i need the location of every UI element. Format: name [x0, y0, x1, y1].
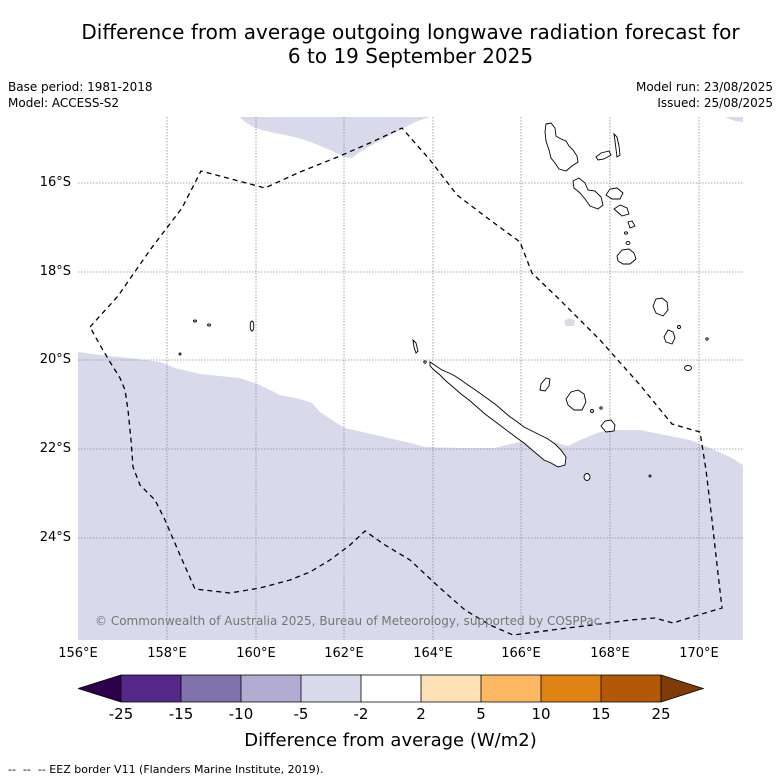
- colorbar-tick: -10: [228, 705, 254, 723]
- island-ambrym: [605, 187, 624, 200]
- island-chesterfield-b: [207, 323, 211, 327]
- island-malekula: [572, 177, 604, 210]
- lon-label: 164°E: [413, 646, 453, 661]
- graticule: [78, 117, 743, 640]
- lat-label: 24°S: [39, 530, 71, 545]
- island-small-shepherd: [627, 220, 636, 229]
- lon-label: 170°E: [679, 646, 719, 661]
- anomaly-region-north: [240, 117, 430, 158]
- island-ambae: [595, 150, 612, 161]
- colorbar: [78, 674, 704, 703]
- base-period-text: Base period: 1981-2018: [8, 80, 153, 94]
- colorbar-bin: [301, 675, 361, 702]
- colorbar-bin: [601, 675, 661, 702]
- island-ouvea: [539, 377, 551, 392]
- island-islet-a: [624, 231, 628, 235]
- copyright-text: © Commonwealth of Australia 2025, Bureau…: [95, 614, 601, 628]
- island-belep: [412, 338, 419, 354]
- island-walpole: [583, 473, 591, 481]
- colorbar-bin: [241, 675, 301, 702]
- colorbar-tick: 10: [531, 705, 551, 723]
- island-tanna: [663, 329, 676, 345]
- island-grande-terre: [429, 361, 567, 468]
- colorbar-outline: [78, 674, 704, 703]
- island-erromango: [652, 297, 669, 317]
- map-panel: [78, 117, 743, 640]
- island-islet-c: [423, 360, 427, 364]
- colorbar-under-triangle: [78, 675, 121, 702]
- colorbar-tick: 2: [416, 705, 426, 723]
- colorbar-tick: -25: [108, 705, 134, 723]
- anomaly-region-south: [78, 352, 743, 640]
- island-islet-e: [599, 406, 603, 410]
- island-chesterfield-c: [249, 320, 255, 332]
- map-title-line1: Difference from average outgoing longwav…: [81, 20, 740, 44]
- island-epi: [613, 204, 630, 217]
- island-chesterfield-d: [178, 352, 182, 356]
- island-chesterfield-a: [193, 319, 197, 323]
- colorbar-tick: -5: [293, 705, 309, 723]
- colorbar-tick: 5: [476, 705, 486, 723]
- colorbar-tick: 15: [591, 705, 611, 723]
- colorbar-over-triangle: [661, 675, 703, 702]
- colorbar-bin: [421, 675, 481, 702]
- island-aneityum: [684, 365, 692, 371]
- colorbar-label: Difference from average (W/m2): [244, 730, 537, 751]
- colorbar-bin: [541, 675, 601, 702]
- lat-label: 22°S: [39, 441, 71, 456]
- colorbar-bin: [481, 675, 541, 702]
- colorbar-bin: [181, 675, 241, 702]
- eez-border: [89, 127, 723, 636]
- lon-label: 156°E: [58, 646, 98, 661]
- island-mare: [600, 419, 616, 433]
- eez-legend-note: -- -- -- EEZ border V11 (Flanders Marine…: [8, 763, 324, 776]
- island-maewo: [613, 132, 621, 158]
- issued-text: Issued: 25/08/2025: [657, 96, 773, 110]
- island-islet-d: [648, 474, 652, 478]
- lon-label: 168°E: [590, 646, 630, 661]
- lat-label: 18°S: [39, 264, 71, 279]
- lat-label: 16°S: [39, 175, 71, 190]
- lon-label: 166°E: [501, 646, 541, 661]
- map-title-line2: 6 to 19 September 2025: [287, 44, 534, 68]
- lon-label: 162°E: [324, 646, 364, 661]
- island-efate: [616, 248, 637, 265]
- colorbar-dividers: [120, 675, 662, 702]
- lon-label: 160°E: [236, 646, 276, 661]
- island-espiritu-santo: [544, 122, 579, 172]
- colorbar-tick: 25: [651, 705, 671, 723]
- colorbar-tick: -2: [353, 705, 369, 723]
- anomaly-patch-small: [564, 318, 575, 326]
- colorbar-bin: [121, 675, 181, 702]
- anomaly-shading: [78, 117, 743, 640]
- island-tiga: [590, 409, 594, 413]
- colorbar-bin: [361, 675, 421, 702]
- anomaly-region-northeast-sliver: [725, 117, 743, 122]
- model-run-text: Model run: 23/08/2025: [635, 80, 773, 94]
- island-aniwa: [677, 325, 681, 329]
- island-futuna: [705, 337, 709, 341]
- island-lifou: [565, 389, 587, 411]
- model-text: Model: ACCESS-S2: [8, 96, 120, 110]
- lon-label: 158°E: [147, 646, 187, 661]
- colorbar-tick: -15: [168, 705, 194, 723]
- lat-label: 20°S: [39, 352, 71, 367]
- island-islet-b: [625, 241, 631, 245]
- coastlines: [178, 122, 709, 481]
